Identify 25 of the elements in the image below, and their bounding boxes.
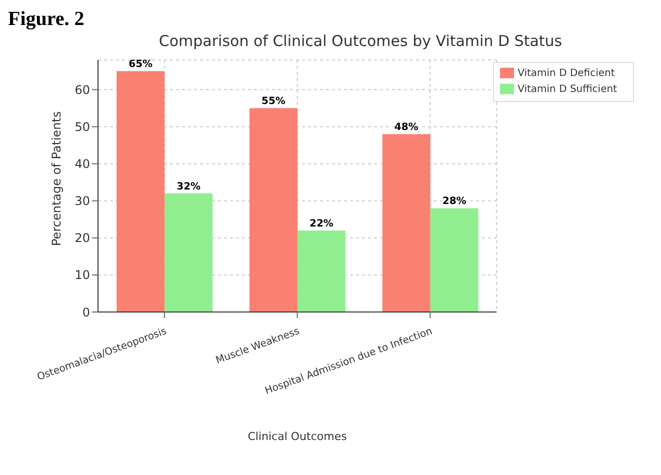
data-label: 48% (394, 122, 418, 134)
y-axis-title: Percentage of Patients (49, 111, 64, 246)
y-tick-label: 10 (74, 268, 90, 282)
y-tick-label: 20 (74, 231, 90, 246)
bar (164, 193, 213, 312)
chart-title: Comparison of Clinical Outcomes by Vitamin D Status (158, 31, 564, 52)
y-tick-label: 60 (74, 82, 90, 97)
x-axis-title: Clinical Outcomes (248, 430, 348, 443)
bar (249, 108, 298, 312)
y-tick-label: 30 (74, 194, 90, 208)
data-label: 32% (176, 181, 201, 192)
legend-label: Vitamin D Deficient (518, 68, 615, 79)
data-label: 55% (261, 96, 286, 108)
bar (382, 134, 430, 312)
data-label: 22% (309, 218, 334, 230)
legend-label: Vitamin D Sufficient (518, 84, 617, 95)
bar (116, 71, 165, 312)
bar (297, 230, 346, 312)
text: Figure. 2 (8, 8, 86, 30)
y-tick-label: 0 (82, 305, 90, 320)
y-tick-label: 50 (74, 120, 90, 134)
data-label: 65% (128, 59, 153, 70)
y-tick-label: 40 (74, 157, 90, 172)
bar (430, 208, 478, 312)
data-label: 28% (442, 196, 466, 208)
